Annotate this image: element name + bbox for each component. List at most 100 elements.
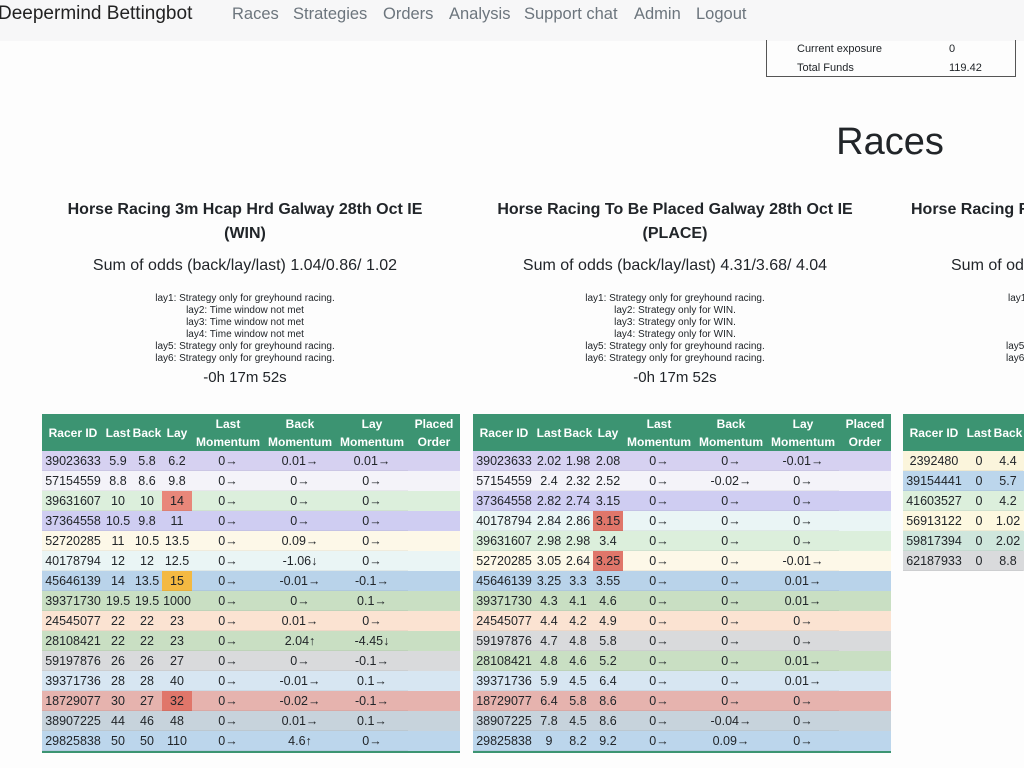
table-cell: 28 xyxy=(132,671,162,691)
table-cell: 3.4 xyxy=(593,531,623,551)
table-cell: 0→ xyxy=(695,651,767,671)
table-cell: 2.98 xyxy=(535,531,563,551)
table-cell: 0→ xyxy=(767,511,839,531)
race-note: lay1: Strategy only for greyhound racing… xyxy=(155,293,335,304)
table-row xyxy=(473,451,891,471)
table-cell: 0 xyxy=(965,491,993,511)
table-cell: 0→ xyxy=(767,711,839,731)
table-cell: 0→ xyxy=(695,491,767,511)
table-row xyxy=(473,591,891,611)
table-cell: 2.86 xyxy=(563,511,593,531)
table-cell: 23 xyxy=(162,611,192,631)
table-cell: 11 xyxy=(104,531,132,551)
table-cell: 0.01→ xyxy=(264,611,336,631)
table-cell: 39631607 xyxy=(473,531,535,551)
table-cell: 2.98 xyxy=(563,531,593,551)
table-row xyxy=(42,451,460,471)
table-cell: 50 xyxy=(132,731,162,751)
table-cell: 39371736 xyxy=(473,671,535,691)
table-row xyxy=(903,451,1024,471)
nav-link[interactable]: Analysis xyxy=(449,5,511,23)
table-cell: 4.2 xyxy=(563,611,593,631)
table-cell: 4.8 xyxy=(563,631,593,651)
table-cell: 0 xyxy=(965,551,993,571)
table-row xyxy=(42,691,460,711)
nav-link[interactable]: Admin xyxy=(634,5,681,23)
table-header-bg xyxy=(473,414,891,451)
table-cell: 0→ xyxy=(623,691,695,711)
table-row xyxy=(42,671,460,691)
table-row xyxy=(473,571,891,591)
race-title: Horse Racing R xyxy=(911,201,1024,218)
table-cell: 0.01→ xyxy=(767,651,839,671)
brand[interactable]: Deepermind Bettingbot xyxy=(0,3,193,24)
table-cell: 57154559 xyxy=(42,471,104,491)
table-cell: 9.8 xyxy=(162,471,192,491)
table-cell: 52720285 xyxy=(473,551,535,571)
table-cell: 19.5 xyxy=(104,591,132,611)
nav-link[interactable]: Orders xyxy=(383,5,434,23)
table-cell: 24545077 xyxy=(42,611,104,631)
table-cell: 0→ xyxy=(623,611,695,631)
table-cell: 3.15 xyxy=(593,511,623,531)
table-cell: 0→ xyxy=(623,591,695,611)
table-row xyxy=(42,551,460,571)
table-cell: 0→ xyxy=(336,611,408,631)
table-cell: 46 xyxy=(132,711,162,731)
race-note: lay1 xyxy=(1008,293,1024,304)
table-cell: 0→ xyxy=(695,691,767,711)
table-cell: 4.9 xyxy=(593,611,623,631)
nav-link[interactable]: Strategies xyxy=(293,5,368,23)
table-header: Back xyxy=(993,425,1023,440)
table-row xyxy=(473,711,891,731)
table-row xyxy=(473,671,891,691)
table-cell: 2.64 xyxy=(563,551,593,571)
table-cell: 10.5 xyxy=(132,531,162,551)
table-header: Back xyxy=(132,425,162,440)
funds-value: 119.42 xyxy=(949,62,982,74)
table-cell: 0→ xyxy=(695,611,767,631)
nav-link[interactable]: Logout xyxy=(696,5,747,23)
table-cell: 5.9 xyxy=(104,451,132,471)
table-cell: 5.8 xyxy=(593,631,623,651)
table-cell: 45646139 xyxy=(473,571,535,591)
table-cell: -0.1→ xyxy=(336,651,408,671)
table-cell: 19.5 xyxy=(132,591,162,611)
table-cell: 0→ xyxy=(192,451,264,471)
table-row xyxy=(42,711,460,731)
table-cell: 12 xyxy=(132,551,162,571)
table-cell: -0.01→ xyxy=(264,571,336,591)
table-cell: 3.15 xyxy=(593,491,623,511)
table-cell: 0→ xyxy=(192,511,264,531)
table-cell: 10 xyxy=(132,491,162,511)
table-cell: 5.8 xyxy=(563,691,593,711)
table-cell: 0→ xyxy=(695,591,767,611)
table-cell: 0→ xyxy=(767,471,839,491)
nav-link[interactable]: Races xyxy=(232,5,279,23)
nav-link[interactable]: Support chat xyxy=(524,5,618,23)
table-cell: 18729077 xyxy=(42,691,104,711)
table-cell: 0.01→ xyxy=(264,451,336,471)
table-cell: 0→ xyxy=(623,571,695,591)
table-cell: 40 xyxy=(162,671,192,691)
table-row xyxy=(473,531,891,551)
table-cell: 0→ xyxy=(192,651,264,671)
race-note: lay1: Strategy only for greyhound racing… xyxy=(585,293,765,304)
table-cell: -0.01→ xyxy=(767,451,839,471)
table-cell: 14 xyxy=(104,571,132,591)
table-cell: 0→ xyxy=(623,631,695,651)
table-cell: 4.3 xyxy=(535,591,563,611)
table-cell: 27 xyxy=(132,691,162,711)
table-cell: 0 xyxy=(965,451,993,471)
table-cell: 0→ xyxy=(192,571,264,591)
table-cell: 3.25 xyxy=(593,551,623,571)
table-cell: 5.2 xyxy=(593,651,623,671)
table-cell: 1.98 xyxy=(563,451,593,471)
table-cell: 0→ xyxy=(695,551,767,571)
table-row xyxy=(42,511,460,531)
table-cell: 8.8 xyxy=(993,551,1023,571)
table-cell: 0→ xyxy=(623,451,695,471)
table-cell: 0→ xyxy=(767,631,839,651)
table-cell: 28 xyxy=(104,671,132,691)
race-timer: -0h 17m 52s xyxy=(203,369,287,386)
